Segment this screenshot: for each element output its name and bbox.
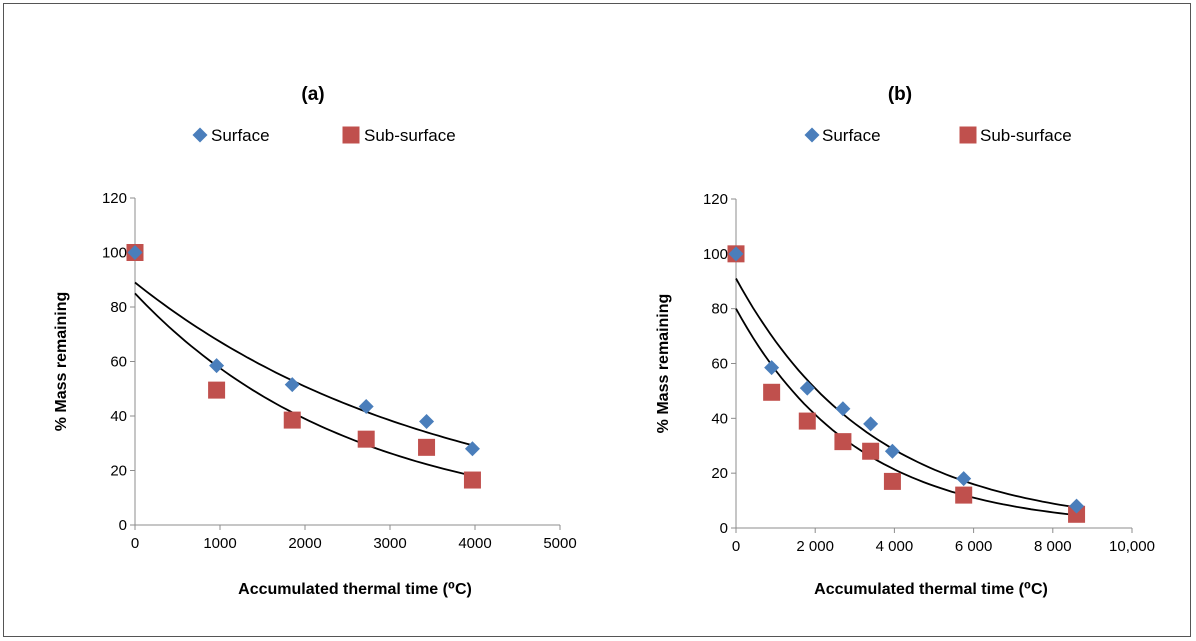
data-point-surface [884, 443, 900, 459]
data-point-surface [956, 471, 972, 487]
data-point-sub-surface [798, 412, 816, 430]
y-axis-label: % Mass remaining [655, 294, 672, 434]
trendline-surface [134, 281, 473, 447]
legend-marker-square [342, 126, 360, 144]
chart-panel-b: (b) Surface Sub-surface 0 20 40 60 80 100 120 0 2 0… [655, 84, 1155, 598]
data-point-sub-surface [283, 411, 301, 429]
y-tick-label: 20 [110, 463, 127, 480]
data-point-surface [1069, 498, 1085, 514]
legend-marker-square [959, 126, 977, 144]
data-point-sub-surface [883, 472, 901, 490]
x-tick-label: 0 [131, 535, 139, 552]
x-tick-label: 8 000 [1034, 538, 1072, 555]
y-tick-label: 0 [119, 517, 127, 534]
data-point-sub-surface [418, 438, 436, 456]
chart-title: (a) [301, 84, 324, 105]
y-tick-label: 120 [102, 190, 127, 207]
data-point-sub-surface [834, 433, 852, 451]
data-point-surface [209, 358, 225, 374]
data-point-sub-surface [862, 442, 880, 460]
legend-label: Sub-surface [364, 126, 456, 145]
y-tick-label: 120 [703, 191, 728, 208]
legend-label: Surface [822, 126, 881, 145]
x-tick-label: 2 000 [796, 538, 834, 555]
trendline-surface [735, 278, 1077, 509]
data-point-surface [127, 245, 143, 260]
data-point-sub-surface [1068, 505, 1086, 523]
x-tick-label: 10,000 [1109, 538, 1155, 555]
y-tick-label: 0 [720, 520, 728, 537]
figure-frame [3, 3, 1191, 637]
chart-panel-a: (a) Surface Sub-surface 0 20 40 60 80 100 120 0 100… [53, 84, 577, 598]
data-point-surface [764, 360, 780, 376]
legend-marker-diamond [804, 127, 820, 143]
chart-title: (b) [888, 84, 912, 105]
x-axis-label: Accumulated thermal time (⁰C) [814, 581, 1048, 598]
legend-label: Surface [211, 126, 270, 145]
x-tick-label: 3000 [373, 535, 406, 552]
y-tick-label: 60 [711, 356, 728, 373]
data-point-surface [419, 413, 435, 429]
y-tick-label: 40 [110, 408, 127, 425]
y-tick-label: 20 [711, 465, 728, 482]
data-point-sub-surface [463, 471, 481, 489]
y-tick-label: 80 [110, 299, 127, 316]
data-point-surface [464, 441, 480, 457]
x-axis-label: Accumulated thermal time (⁰C) [238, 581, 472, 598]
x-tick-label: 5000 [543, 535, 576, 552]
trendline-sub-surface [735, 308, 1077, 517]
y-tick-label: 40 [711, 410, 728, 427]
data-point-surface [358, 398, 374, 414]
y-tick-label: 60 [110, 354, 127, 371]
y-tick-label: 100 [102, 245, 127, 262]
data-point-surface [835, 401, 851, 417]
x-tick-label: 1000 [203, 535, 236, 552]
trendline-sub-surface [134, 292, 473, 477]
data-point-surface [284, 377, 300, 393]
y-axis-label: % Mass remaining [53, 292, 70, 432]
x-tick-label: 4000 [458, 535, 491, 552]
legend-marker-diamond [192, 127, 208, 143]
x-tick-label: 2000 [288, 535, 321, 552]
data-point-surface [799, 380, 815, 396]
x-tick-label: 6 000 [955, 538, 993, 555]
y-tick-label: 100 [703, 246, 728, 263]
data-point-sub-surface [955, 486, 973, 504]
x-tick-label: 0 [732, 538, 740, 555]
data-point-surface [863, 416, 879, 432]
data-point-sub-surface [357, 430, 375, 448]
data-point-surface [728, 246, 744, 262]
y-tick-label: 80 [711, 301, 728, 318]
x-tick-label: 4 000 [876, 538, 914, 555]
legend-label: Sub-surface [980, 126, 1072, 145]
data-point-sub-surface [208, 381, 226, 399]
data-point-sub-surface [763, 383, 781, 401]
